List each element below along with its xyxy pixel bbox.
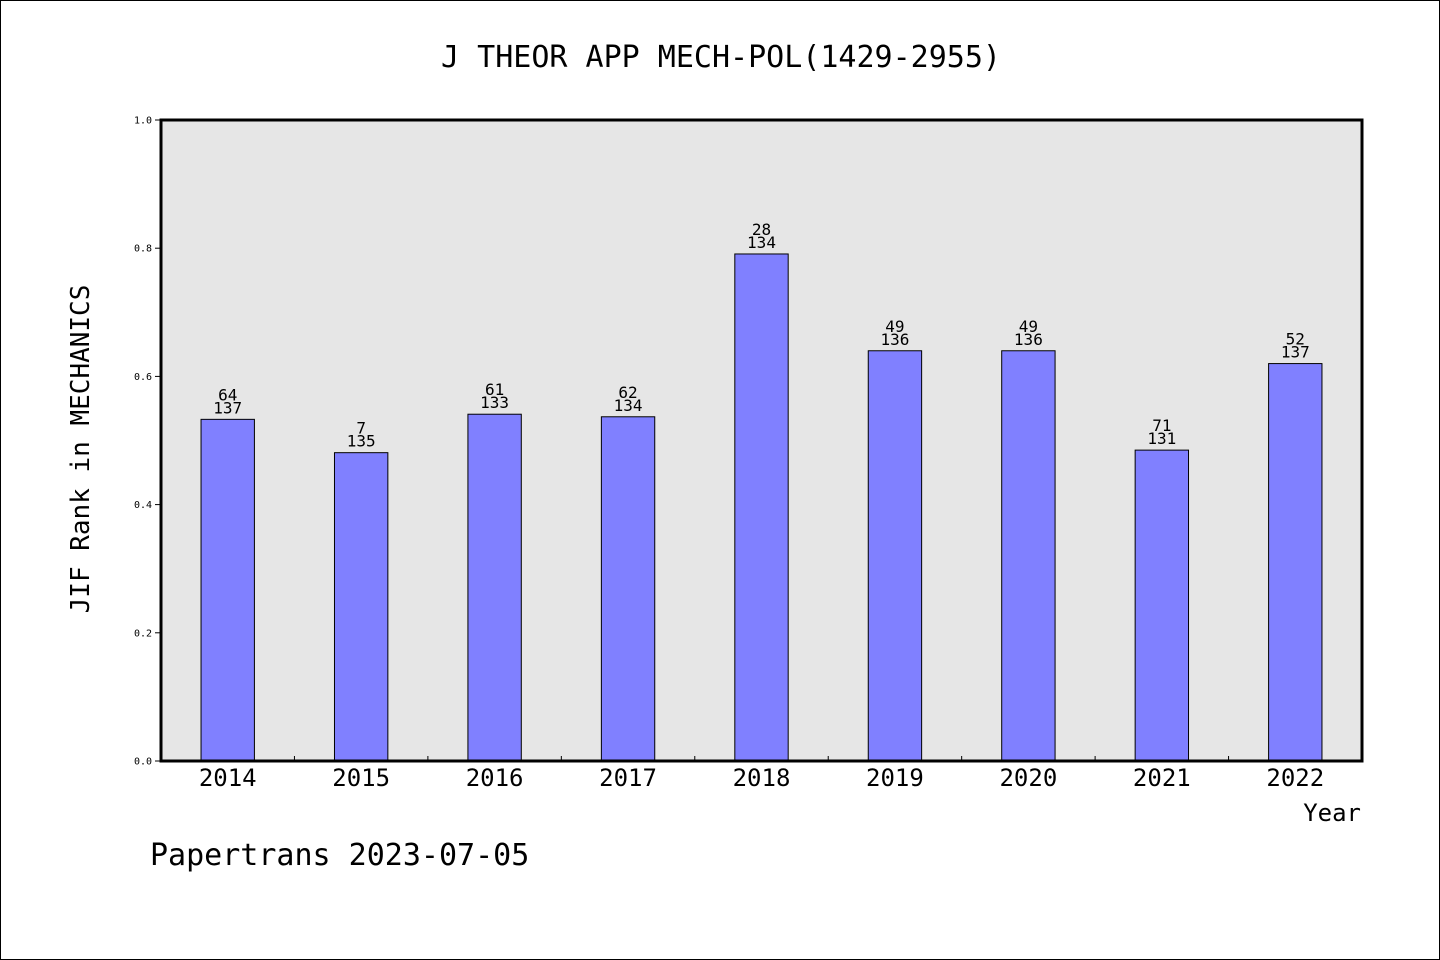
bar-label-total: 136 [1014, 330, 1043, 349]
bar-label-total: 137 [213, 398, 242, 417]
x-tick-label: 2017 [599, 764, 657, 792]
x-axis-label: Year [1303, 799, 1361, 827]
bar-label-rank: 28 [752, 220, 771, 239]
y-tick-label: 1.0 [134, 116, 152, 127]
bar-label-rank: 49 [1019, 317, 1038, 336]
bar-2015 [333, 452, 389, 762]
bar-label-rank: 64 [218, 385, 237, 404]
bar-label-rank: 61 [485, 380, 504, 399]
y-tick-label: 0.6 [134, 372, 152, 383]
bar-2021 [1134, 449, 1190, 762]
bar-2014 [200, 418, 255, 762]
bar-label-total: 136 [880, 330, 909, 349]
bar-label-total: 137 [1281, 343, 1310, 362]
plot-border [159, 118, 1364, 763]
bars [200, 253, 1323, 762]
bar-2018 [734, 253, 789, 762]
bar-2022 [1268, 363, 1323, 762]
credit-text: Papertrans 2023-07-05 [150, 838, 529, 873]
bar-label-rank: 7 [356, 419, 366, 438]
x-tick-label: 2022 [1266, 764, 1324, 792]
chart-title: J THEOR APP MECH-POL(1429-2955) [441, 40, 1001, 75]
bar-label-total: 133 [480, 393, 509, 412]
x-tick-label: 2014 [199, 764, 257, 792]
x-tick-label: 2021 [1133, 764, 1191, 792]
x-tick-label: 2020 [999, 764, 1057, 792]
bar-2020 [1001, 350, 1056, 762]
bar-2017 [600, 416, 656, 762]
y-tick-label: 0.2 [134, 628, 152, 639]
y-tick-label: 0.4 [134, 500, 152, 511]
x-tick-label: 2015 [332, 764, 390, 792]
bar-label-total: 134 [747, 233, 776, 252]
bar-label-total: 134 [614, 396, 643, 415]
bar-label-total: 135 [347, 432, 376, 451]
x-tick-label: 2019 [866, 764, 924, 792]
bar-label-total: 131 [1147, 429, 1176, 448]
bar-label-rank: 71 [1152, 416, 1171, 435]
y-tick-label: 0.0 [134, 757, 152, 768]
bar-label-rank: 52 [1286, 330, 1305, 349]
y-axis-label: JIF Rank in MECHANICS [66, 285, 96, 614]
data-labels: 6413720147135201561133201662134201728134… [199, 220, 1324, 792]
x-tick-label: 2016 [466, 764, 524, 792]
y-tick-label: 0.8 [134, 244, 152, 255]
bar-label-rank: 62 [618, 383, 637, 402]
bar-label-rank: 49 [885, 317, 904, 336]
x-tick-label: 2018 [733, 764, 791, 792]
bar-2016 [467, 413, 522, 762]
bar-2019 [867, 350, 923, 762]
